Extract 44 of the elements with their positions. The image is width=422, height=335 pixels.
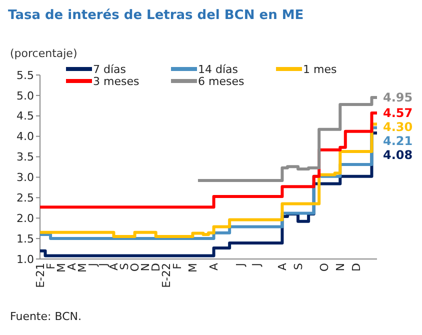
legend-label: 14 días [198,62,238,76]
source-note: Fuente: BCN. [10,310,82,323]
x-tick-label: E-22 [160,263,174,288]
y-tick-label: 1.5 [16,232,34,246]
x-tick-label: A [276,262,290,271]
y-axis-title: (porcentaje) [10,47,78,60]
y-tick-label: 4.5 [16,110,34,123]
legend-label: 1 mes [303,62,337,76]
y-tick-label: 3.0 [16,171,34,184]
chart-title: Tasa de interés de Letras del BCN en ME [8,8,304,23]
x-tick-label: J [86,263,100,268]
y-tick-label: 2.5 [16,192,34,205]
data-label: 4.95 [383,90,413,105]
x-tick-label: N [334,263,347,272]
x-tick-label: J [234,263,247,268]
y-tick-label: 1.0 [16,252,34,266]
y-tick-label: 5.5 [16,68,34,82]
x-tick-label: M [54,263,68,272]
data-label: 4.57 [383,106,413,120]
x-tick-label: S [292,262,305,270]
x-tick-label: D [350,263,363,272]
data-label: 4.30 [383,120,413,134]
legend-label: 7 días [93,62,126,76]
x-tick-label: O [318,262,332,272]
x-tick-label: A [65,262,78,271]
y-tick-label: 2.0 [16,212,34,225]
x-tick-label: J [250,263,263,268]
y-tick-label: 4.0 [16,130,34,144]
x-tick-label: A [208,262,221,271]
x-tick-label: O [128,262,142,272]
x-tick-label: M [76,263,89,272]
x-tick-label: D [150,263,163,272]
data-label: 4.21 [383,134,413,148]
y-tick-label: 3.5 [16,150,34,164]
legend-label: 6 meses [198,74,244,88]
x-tick-label: F [170,263,184,270]
x-tick-label: N [139,263,152,272]
x-tick-label: F [44,263,58,270]
data-label: 4.08 [383,148,413,162]
legend-label: 3 meses [93,74,140,88]
y-tick-label: 5.0 [16,89,34,102]
x-tick-label: E-21 [34,263,47,288]
x-tick-label: M [186,263,200,272]
x-tick-label: S [118,262,132,270]
